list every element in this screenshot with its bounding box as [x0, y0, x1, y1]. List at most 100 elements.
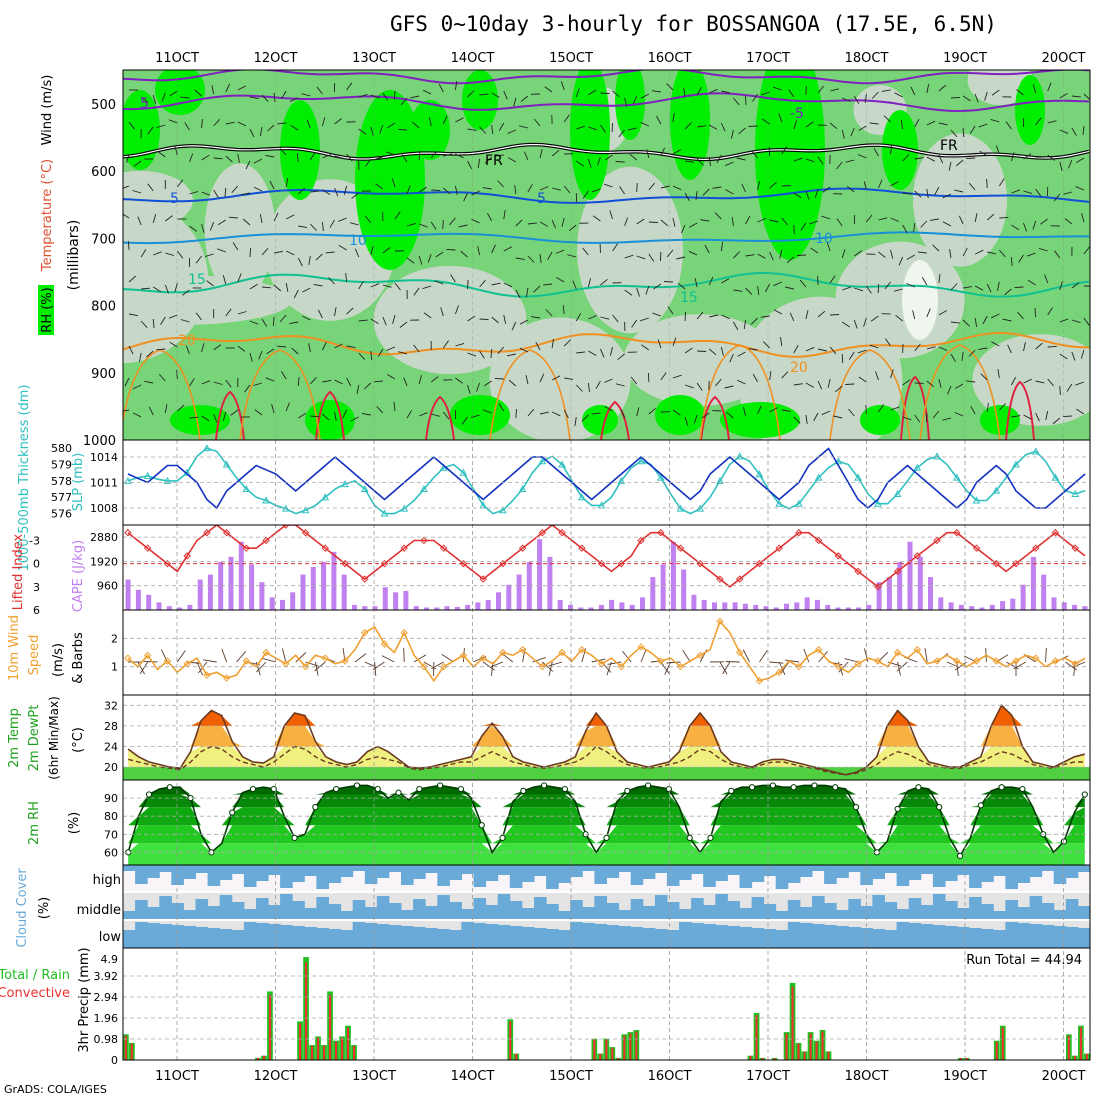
contour-temp-orange-loop: [829, 349, 911, 440]
rh2m-line-point: [520, 787, 527, 794]
rh-y-tick-label: 60: [104, 846, 118, 859]
wind10m-barb: [473, 655, 487, 663]
rh-high-region: [582, 405, 618, 435]
cloud-low-bar: [364, 923, 378, 948]
wind-barb: [793, 383, 803, 386]
wind-barb: [177, 179, 184, 188]
wind-barb: [213, 413, 218, 423]
cape-bar: [465, 604, 471, 610]
temp-y-tick-label: 20: [104, 761, 118, 774]
wind-barb: [695, 190, 698, 200]
wind-barb: [750, 317, 758, 325]
cloud-middle-bar: [364, 907, 378, 919]
wind-barb: [476, 382, 481, 392]
wind-barb: [796, 254, 806, 256]
thickness-line-point: [1031, 447, 1040, 455]
wind-barb: [266, 348, 275, 355]
lifted-index-line-point: [953, 529, 961, 537]
wind-barb: [1007, 344, 1012, 354]
wind-barb: [479, 350, 485, 359]
wind-barb: [748, 348, 758, 351]
rh2m-line-point: [728, 787, 735, 794]
wind-barb: [1023, 222, 1028, 232]
cape-bar: [197, 579, 203, 610]
wind-barb: [281, 371, 287, 380]
cloud-low-bar: [207, 928, 221, 948]
wind-barb: [978, 123, 988, 128]
wind-barb: [684, 384, 694, 389]
wind-barb: [853, 95, 860, 105]
wind-barb: [656, 115, 662, 125]
wind-barb: [551, 375, 561, 381]
cloud-high-bar: [920, 865, 934, 874]
wind10m-speed-line-point: [341, 657, 349, 665]
rh2m-line-point: [312, 804, 319, 811]
wind-barb: [373, 380, 383, 383]
wind-barb: [875, 371, 879, 381]
rh-low-region: [577, 166, 683, 334]
cloud-low-bar: [256, 923, 269, 948]
slp-ylabel-thickness: 1000-500mb Thickness (dm): [17, 384, 32, 571]
cape-bar: [352, 604, 357, 610]
wind10m-speed-line-point: [1012, 657, 1020, 665]
wind10m-speed-line-point: [538, 662, 547, 671]
cape-bar: [1020, 584, 1026, 610]
wind-barb: [684, 122, 692, 130]
wind-barb: [773, 86, 782, 91]
wind-barb: [494, 377, 504, 380]
cloud-middle-bar: [618, 910, 632, 919]
cloud-high-bar: [243, 865, 257, 887]
wind-barb: [902, 416, 912, 421]
rh-band-fill: [128, 825, 1085, 844]
thickness-y-tick-label: 578: [51, 475, 72, 488]
wind-barb: [1075, 381, 1085, 386]
wind-barb: [358, 319, 368, 322]
slp-y-tick-label: 1014: [90, 451, 118, 464]
wind-barb: [890, 145, 893, 155]
wind-barb: [503, 282, 513, 288]
cloud-high-bar: [582, 865, 595, 871]
wind-barb: [836, 161, 843, 170]
temp-y-tick-label: 32: [104, 699, 118, 712]
wind10m-barb: [137, 661, 145, 675]
wind-barb: [201, 415, 210, 422]
wind-barb: [174, 146, 178, 156]
cloud-low-bar: [268, 924, 281, 948]
wind-barb: [253, 382, 263, 386]
wind-barb: [545, 309, 553, 317]
lifted-index-line-point: [439, 544, 448, 552]
wind-barb: [841, 129, 845, 139]
wind-barb: [484, 156, 492, 164]
thickness-line-point: [893, 489, 902, 497]
wind10m-speed-line-point: [696, 651, 704, 660]
wind-barb: [308, 343, 311, 353]
wind-barb: [387, 374, 396, 380]
wind-barb: [442, 219, 444, 230]
wind-barb: [467, 315, 476, 322]
cloud-high-bar: [1065, 865, 1079, 878]
precip-convective-bar: [827, 1051, 830, 1060]
wind-barb: [418, 150, 421, 161]
wind-barb: [513, 97, 517, 107]
wind-barb: [624, 289, 633, 296]
wind-barb: [398, 351, 408, 355]
wind-barb: [609, 346, 613, 356]
wind-barb: [708, 156, 711, 166]
cape-bar: [578, 607, 584, 610]
lifted-index-line-point: [341, 559, 349, 568]
wind-barb: [455, 342, 465, 347]
cape-bar: [609, 599, 615, 610]
wind-barb: [1034, 307, 1037, 318]
wind-barb: [430, 221, 437, 230]
cape-bar: [413, 606, 419, 610]
wind10m-speed-line-point: [222, 674, 231, 682]
wind-barb: [237, 311, 247, 315]
wind-barb: [624, 217, 629, 227]
rh-high-region: [755, 70, 825, 260]
upper-y-tick-label: 500: [91, 98, 116, 113]
wind-barb: [277, 122, 287, 125]
wind-barb: [979, 150, 988, 157]
wind-barb: [587, 382, 590, 392]
wind-barb: [1071, 95, 1081, 98]
wind-barb: [244, 384, 251, 393]
